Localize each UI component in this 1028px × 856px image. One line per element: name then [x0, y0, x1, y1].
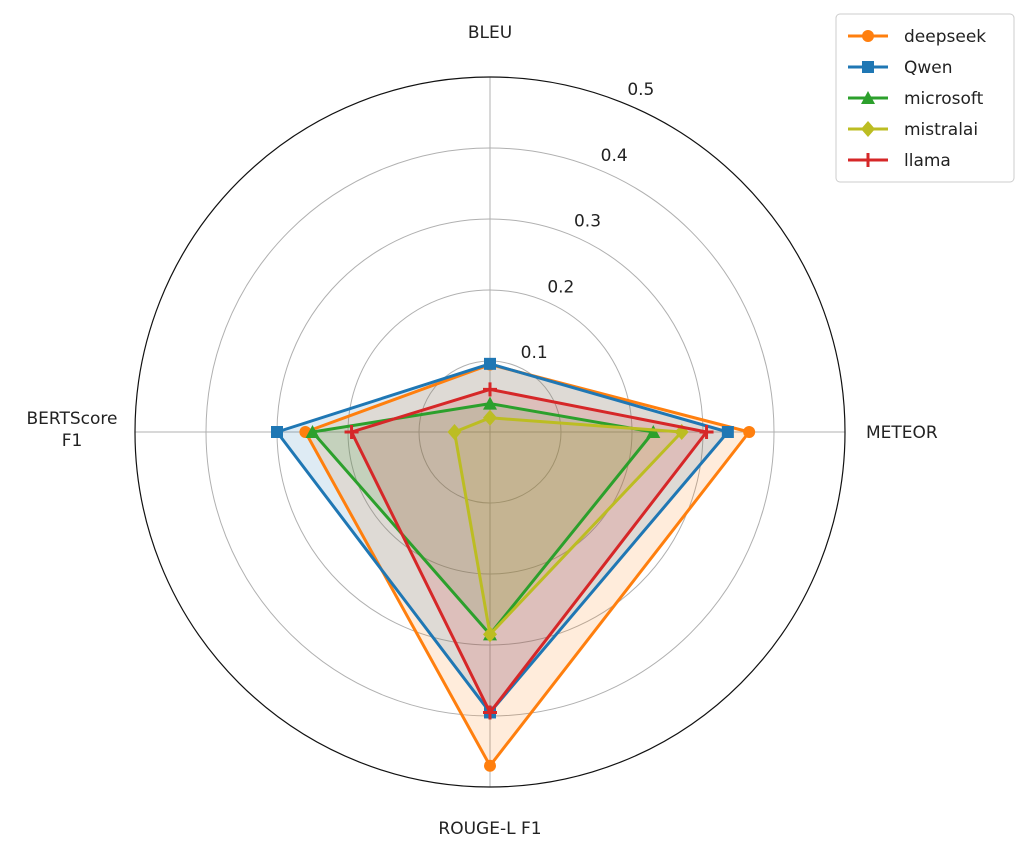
- legend-label: microsoft: [904, 89, 984, 109]
- r-tick-label: 0.5: [627, 80, 654, 100]
- series-fills: [277, 363, 750, 766]
- data-point-llama: [483, 382, 497, 397]
- data-point-deepseek: [862, 30, 874, 42]
- r-tick-label: 0.3: [574, 212, 601, 232]
- legend-label: llama: [904, 151, 951, 171]
- series-area-microsoft: [312, 403, 654, 635]
- outer-frame: [134, 76, 846, 788]
- legend-item-mistralai: mistralai: [848, 120, 978, 140]
- series-mistralai: [447, 409, 689, 643]
- series-area-deepseek: [305, 364, 750, 766]
- series-area-Qwen: [277, 363, 728, 713]
- series-area-mistralai: [454, 417, 682, 635]
- data-point-deepseek: [484, 759, 496, 772]
- data-point-mistralai: [447, 424, 462, 440]
- axis-label-line: F1: [62, 431, 83, 451]
- data-point-microsoft: [646, 425, 661, 438]
- data-point-deepseek: [743, 426, 756, 438]
- series-area-llama: [351, 389, 707, 713]
- data-point-microsoft: [861, 91, 875, 104]
- data-point-Qwen: [484, 357, 496, 370]
- r-tick-label: 0.4: [601, 146, 628, 166]
- data-point-mistralai: [483, 626, 497, 643]
- data-point-microsoft: [305, 425, 320, 438]
- data-point-mistralai: [483, 409, 497, 426]
- data-point-llama: [483, 705, 497, 720]
- axis-label-line: BLEU: [468, 23, 512, 43]
- data-point-mistralai: [861, 121, 875, 137]
- axis-label: ROUGE-L F1: [438, 819, 541, 839]
- legend-item-deepseek: deepseek: [848, 27, 986, 47]
- legend-box: [835, 13, 1015, 183]
- axis-label-line: ROUGE-L F1: [438, 819, 541, 839]
- axis-label: METEOR: [866, 423, 938, 443]
- r-tick-label: 0.2: [547, 277, 574, 297]
- legend: deepseek Qwen microsoft mistralai llama: [835, 13, 1015, 183]
- r-tick-label: 0.1: [521, 343, 548, 363]
- legend-label: deepseek: [904, 27, 986, 47]
- axis-label: BERTScore F1: [27, 409, 118, 451]
- axis-label: BLEU: [468, 23, 512, 43]
- legend-label: Qwen: [904, 58, 953, 78]
- legend-item-microsoft: microsoft: [848, 89, 984, 109]
- axis-label-line: METEOR: [866, 423, 938, 443]
- legend-item-llama: llama: [848, 151, 951, 171]
- legend-label: mistralai: [904, 120, 978, 140]
- data-point-llama: [699, 425, 714, 439]
- legend-item-Qwen: Qwen: [848, 58, 953, 78]
- data-point-microsoft: [483, 396, 497, 410]
- axis-label-line: BERTScore: [27, 409, 118, 429]
- data-point-llama: [344, 425, 359, 439]
- series-llama: [344, 382, 714, 720]
- data-point-Qwen: [862, 61, 874, 73]
- data-point-Qwen: [721, 426, 734, 438]
- data-point-llama: [861, 153, 875, 167]
- data-point-Qwen: [271, 426, 283, 438]
